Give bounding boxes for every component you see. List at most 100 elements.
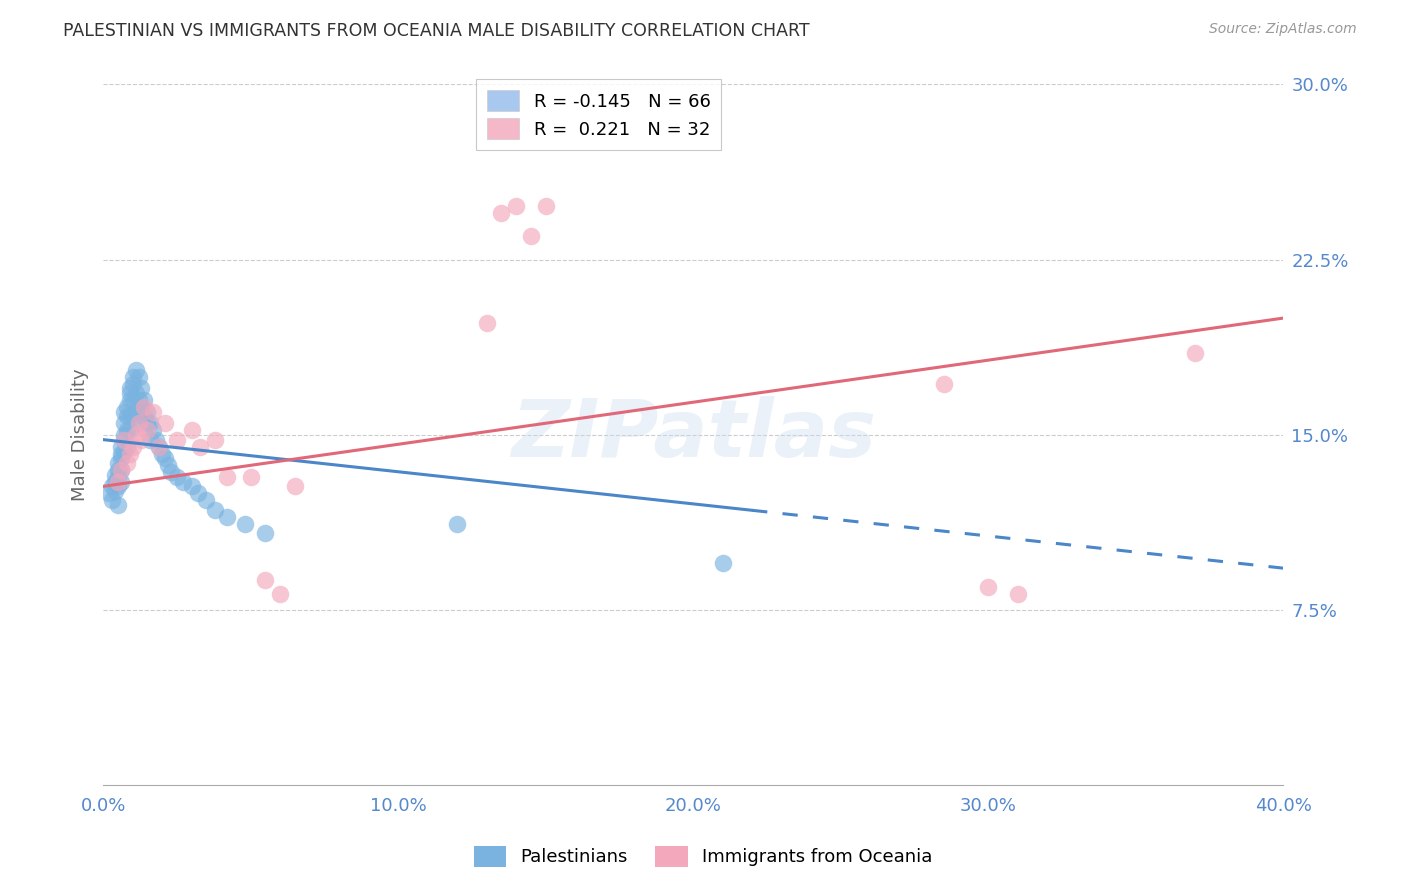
Point: [121, 369, 143, 384]
Point: [446, 516, 468, 531]
Point: [118, 381, 141, 395]
Point: [166, 433, 188, 447]
Point: [145, 433, 167, 447]
Point: [118, 392, 141, 407]
Point: [932, 376, 955, 391]
Point: [157, 458, 180, 473]
Text: Source: ZipAtlas.com: Source: ZipAtlas.com: [1209, 22, 1357, 37]
Point: [142, 423, 165, 437]
Point: [110, 447, 132, 461]
Legend: R = -0.145   N = 66, R =  0.221   N = 32: R = -0.145 N = 66, R = 0.221 N = 32: [477, 79, 721, 150]
Point: [475, 316, 498, 330]
Point: [115, 440, 138, 454]
Point: [121, 392, 143, 407]
Point: [98, 486, 121, 500]
Point: [186, 486, 208, 500]
Point: [107, 463, 129, 477]
Point: [204, 433, 226, 447]
Legend: Palestinians, Immigrants from Oceania: Palestinians, Immigrants from Oceania: [467, 838, 939, 874]
Point: [128, 417, 150, 431]
Point: [124, 404, 146, 418]
Point: [115, 423, 138, 437]
Point: [104, 483, 127, 498]
Point: [153, 451, 176, 466]
Point: [204, 502, 226, 516]
Point: [110, 440, 132, 454]
Point: [534, 199, 557, 213]
Point: [195, 493, 218, 508]
Point: [118, 409, 141, 424]
Point: [128, 369, 150, 384]
Point: [711, 557, 734, 571]
Point: [254, 526, 277, 541]
Point: [134, 409, 156, 424]
Point: [148, 440, 170, 454]
Point: [107, 475, 129, 489]
Point: [269, 587, 291, 601]
Point: [166, 470, 188, 484]
Point: [112, 417, 135, 431]
Point: [115, 409, 138, 424]
Point: [134, 400, 156, 414]
Point: [107, 456, 129, 470]
Point: [112, 404, 135, 418]
Point: [190, 440, 212, 454]
Point: [118, 447, 141, 461]
Point: [148, 440, 170, 454]
Point: [110, 463, 132, 477]
Point: [131, 400, 153, 414]
Point: [124, 428, 146, 442]
Point: [142, 404, 165, 418]
Point: [139, 433, 162, 447]
Point: [107, 470, 129, 484]
Text: PALESTINIAN VS IMMIGRANTS FROM OCEANIA MALE DISABILITY CORRELATION CHART: PALESTINIAN VS IMMIGRANTS FROM OCEANIA M…: [63, 22, 810, 40]
Point: [139, 417, 162, 431]
Point: [101, 479, 124, 493]
Point: [150, 447, 173, 461]
Point: [118, 385, 141, 400]
Point: [121, 376, 143, 391]
Point: [180, 423, 202, 437]
Point: [124, 362, 146, 376]
Point: [1007, 587, 1029, 601]
Point: [215, 470, 238, 484]
Point: [153, 417, 176, 431]
Point: [104, 467, 127, 482]
Point: [110, 475, 132, 489]
Text: ZIPatlas: ZIPatlas: [510, 396, 876, 474]
Point: [136, 404, 159, 418]
Point: [131, 381, 153, 395]
Point: [128, 392, 150, 407]
Point: [104, 475, 127, 489]
Point: [112, 428, 135, 442]
Point: [121, 440, 143, 454]
Point: [131, 433, 153, 447]
Point: [505, 199, 527, 213]
Point: [520, 229, 543, 244]
Point: [121, 409, 143, 424]
Point: [284, 479, 307, 493]
Point: [112, 433, 135, 447]
Point: [128, 417, 150, 431]
Point: [160, 466, 183, 480]
Point: [112, 433, 135, 447]
Point: [239, 470, 262, 484]
Point: [233, 516, 256, 531]
Point: [118, 423, 141, 437]
Point: [110, 451, 132, 466]
Point: [254, 573, 277, 587]
Point: [112, 444, 135, 458]
Point: [136, 417, 159, 431]
Point: [977, 580, 1000, 594]
Y-axis label: Male Disability: Male Disability: [72, 368, 89, 501]
Point: [491, 206, 513, 220]
Point: [172, 475, 194, 489]
Point: [107, 479, 129, 493]
Point: [110, 463, 132, 477]
Point: [124, 385, 146, 400]
Point: [134, 392, 156, 407]
Point: [215, 509, 238, 524]
Point: [136, 423, 159, 437]
Point: [115, 456, 138, 470]
Point: [1184, 346, 1206, 360]
